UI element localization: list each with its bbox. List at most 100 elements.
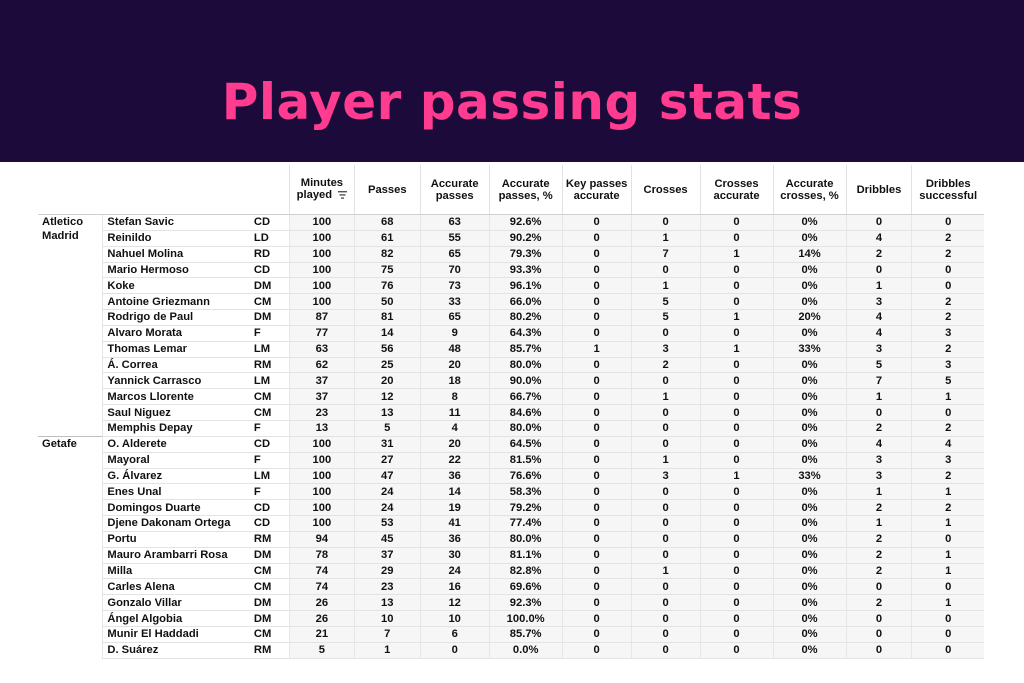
player-name: Rodrigo de Paul — [102, 309, 250, 326]
team-name: Atletico Madrid — [38, 214, 103, 437]
stat-cell: 0 — [561, 262, 632, 279]
stat-cell: 100 — [288, 452, 355, 469]
header-minutes-played[interactable]: Minutes played — [288, 165, 355, 215]
stat-cell: 0 — [561, 372, 632, 390]
stat-cell: 0 — [561, 499, 632, 517]
stat-cell: 29 — [353, 563, 421, 580]
stat-cell: 25 — [353, 357, 421, 374]
table-row: Á. Correa RM 62 25 20 80.0% 0 2 0 0% 5 3 — [38, 357, 984, 374]
stat-cell: 0 — [845, 404, 912, 421]
stat-cell: 0 — [630, 499, 701, 517]
stat-cell: 70 — [419, 262, 490, 279]
stat-cell: 12 — [419, 594, 490, 612]
header-dribbles[interactable]: Dribbles — [845, 165, 912, 215]
header-accurate-passes-pct[interactable]: Accurate passes, % — [488, 165, 563, 215]
stat-cell: 0 — [699, 293, 774, 311]
stat-cell: 27 — [353, 452, 421, 469]
stat-cell: 3 — [911, 325, 984, 342]
stat-cell: 100 — [288, 230, 355, 247]
stat-cell: 0 — [561, 483, 632, 501]
stat-cell: 96.1% — [488, 277, 563, 295]
stat-cell: 14 — [353, 325, 421, 342]
table-row: Atletico Madrid Stefan Savic CD 100 68 63 92.6… — [38, 214, 984, 437]
stat-cell: 2 — [845, 246, 912, 263]
stat-cell: 0 — [561, 420, 632, 437]
player-name: Stefan Savic — [102, 214, 250, 231]
stat-cell: 1 — [630, 452, 701, 469]
sort-icon[interactable] — [338, 190, 348, 202]
stat-cell: 0 — [419, 642, 490, 659]
stat-cell: 100 — [288, 435, 355, 453]
stat-cell: 2 — [845, 420, 912, 437]
stat-cell: 7 — [353, 626, 421, 643]
stat-cell: 23 — [353, 578, 421, 596]
stat-cell: 0 — [561, 357, 632, 374]
stat-cell: 0% — [772, 547, 847, 564]
stat-cell: 63 — [419, 214, 490, 231]
header-accurate-crosses-pct[interactable]: Accurate crosses, % — [772, 165, 847, 215]
table-row: Enes Unal F 100 24 14 58.3% 0 0 0 0% 1 1 — [38, 483, 984, 501]
player-name: Ángel Algobia — [102, 610, 250, 627]
stat-cell: 0 — [845, 262, 912, 279]
stat-cell: 0 — [630, 531, 701, 548]
stat-cell: 80.2% — [488, 309, 563, 326]
player-name: Milla — [102, 563, 250, 580]
stat-cell: 45 — [353, 531, 421, 548]
stat-cell: 3 — [911, 357, 984, 374]
player-position: CD — [249, 262, 290, 279]
header-crosses[interactable]: Crosses — [630, 165, 701, 215]
stat-cell: 4 — [845, 325, 912, 342]
stat-cell: 81.1% — [488, 547, 563, 564]
stat-cell: 100 — [288, 246, 355, 263]
stat-cell: 0 — [630, 578, 701, 596]
stat-cell: 100 — [288, 515, 355, 532]
stat-cell: 26 — [288, 594, 355, 612]
stat-cell: 63 — [288, 341, 355, 358]
stat-cell: 0.0% — [488, 642, 563, 659]
stat-cell: 4 — [845, 230, 912, 247]
stat-cell: 0 — [561, 468, 632, 485]
stat-cell: 26 — [288, 610, 355, 627]
stat-cell: 13 — [353, 594, 421, 612]
stat-cell: 1 — [911, 547, 984, 564]
stat-cell: 6 — [419, 626, 490, 643]
stat-cell: 0 — [561, 325, 632, 342]
table-row: Mauro Arambarri Rosa DM 78 37 30 81.1% 0 0 0 0% 2 1 — [38, 547, 984, 564]
table-row: Memphis Depay F 13 5 4 80.0% 0 0 0 0% 2 2 — [38, 420, 984, 437]
player-position: CM — [249, 293, 290, 311]
header-key-passes-accurate[interactable]: Key passes accurate — [561, 165, 632, 215]
stat-cell: 0 — [630, 404, 701, 421]
stat-cell: 100 — [288, 214, 355, 231]
stat-cell: 0 — [630, 547, 701, 564]
player-position: F — [249, 452, 290, 469]
header-passes[interactable]: Passes — [353, 165, 421, 215]
player-name: Enes Unal — [102, 483, 250, 501]
table-row: Koke DM 100 76 73 96.1% 0 1 0 0% 1 0 — [38, 277, 984, 295]
stat-cell: 1 — [630, 230, 701, 247]
stat-cell: 2 — [845, 499, 912, 517]
player-name: Carles Alena — [102, 578, 250, 596]
stat-cell: 65 — [419, 309, 490, 326]
stat-cell: 1 — [699, 246, 774, 263]
stat-cell: 0 — [561, 277, 632, 295]
table-body: Atletico Madrid Stefan Savic CD 100 68 63 92.6… — [38, 214, 984, 659]
stat-cell: 62 — [288, 357, 355, 374]
player-name: Mario Hermoso — [102, 262, 250, 279]
header-crosses-accurate[interactable]: Crosses accurate — [699, 165, 774, 215]
stat-cell: 0 — [630, 626, 701, 643]
stat-cell: 0 — [561, 246, 632, 263]
stat-cell: 0 — [911, 214, 984, 231]
player-position: LM — [249, 341, 290, 358]
header-dribbles-successful[interactable]: Dribbles successful — [911, 165, 984, 215]
stat-cell: 3 — [845, 468, 912, 485]
player-position: F — [249, 420, 290, 437]
stat-cell: 4 — [845, 309, 912, 326]
table-row: Getafe O. Alderete CD 100 31 20 64.5% 0 0 0 0% 4 4 — [38, 435, 984, 659]
stat-cell: 23 — [288, 404, 355, 421]
header-accurate-passes[interactable]: Accurate passes — [419, 165, 490, 215]
player-position: RM — [249, 642, 290, 659]
stat-cell: 0 — [699, 262, 774, 279]
stat-cell: 76.6% — [488, 468, 563, 485]
stat-cell: 0 — [699, 610, 774, 627]
table-row: Marcos Llorente CM 37 12 8 66.7% 0 1 0 0% 1 1 — [38, 388, 984, 406]
